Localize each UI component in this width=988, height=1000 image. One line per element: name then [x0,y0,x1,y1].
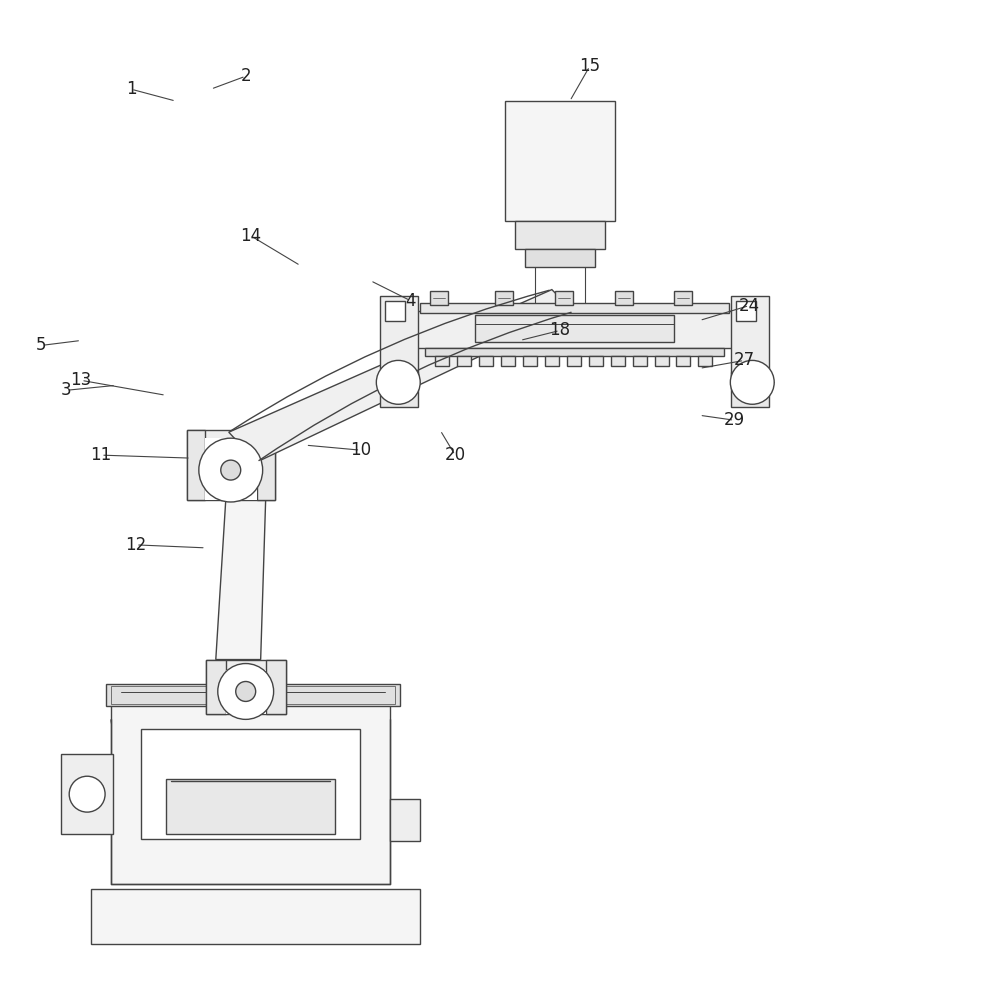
Bar [435,356,450,366]
Bar [731,372,770,407]
Text: 10: 10 [350,441,370,459]
Bar [206,660,286,714]
Text: 12: 12 [125,536,146,554]
Bar [111,699,390,884]
Text: 2: 2 [240,67,251,85]
Text: 18: 18 [549,321,570,339]
Bar [425,348,724,356]
Circle shape [730,360,775,404]
Bar [654,356,669,366]
Bar [61,754,113,834]
Text: 29: 29 [724,411,745,429]
Text: 5: 5 [36,336,46,354]
Text: 13: 13 [70,371,92,389]
Bar [615,291,632,305]
Bar [390,799,420,841]
Bar [544,356,559,366]
Text: 1: 1 [125,80,136,98]
Bar [479,356,493,366]
Text: 4: 4 [405,292,416,310]
Bar [91,889,420,944]
Circle shape [69,776,105,812]
Text: 27: 27 [734,351,755,369]
Text: 3: 3 [61,381,71,399]
Circle shape [199,438,263,502]
Bar [225,670,266,714]
Bar [380,296,418,375]
Bar [380,372,418,407]
Bar [589,356,603,366]
Bar [501,356,515,366]
Bar [555,291,573,305]
Bar [677,356,691,366]
Bar [731,296,770,375]
Bar [457,356,471,366]
Bar [420,303,729,313]
Bar [632,356,646,366]
Bar [415,311,734,348]
Text: 15: 15 [579,57,601,75]
Bar [736,301,756,321]
Circle shape [217,664,274,719]
Circle shape [236,681,256,701]
Bar [475,315,675,342]
Bar [699,356,712,366]
Text: 20: 20 [445,446,465,464]
Bar [111,686,395,704]
Bar [106,684,400,706]
Bar [385,301,405,321]
Bar [205,438,257,500]
Bar [187,430,205,500]
Bar [515,221,605,249]
Bar [611,356,624,366]
Bar [430,291,449,305]
Bar [257,430,275,500]
Circle shape [376,360,420,404]
Bar [567,356,581,366]
Bar [523,356,536,366]
Text: 24: 24 [739,297,760,315]
Text: 14: 14 [240,227,261,245]
Bar [206,660,225,714]
Bar [675,291,693,305]
Circle shape [220,460,241,480]
Polygon shape [215,500,266,660]
Polygon shape [229,290,574,462]
Bar [166,779,336,834]
Bar [141,729,361,839]
Text: 11: 11 [91,446,112,464]
Bar [187,430,275,500]
Bar [505,101,615,221]
Bar [495,291,513,305]
Bar [266,660,286,714]
Bar [525,249,595,267]
